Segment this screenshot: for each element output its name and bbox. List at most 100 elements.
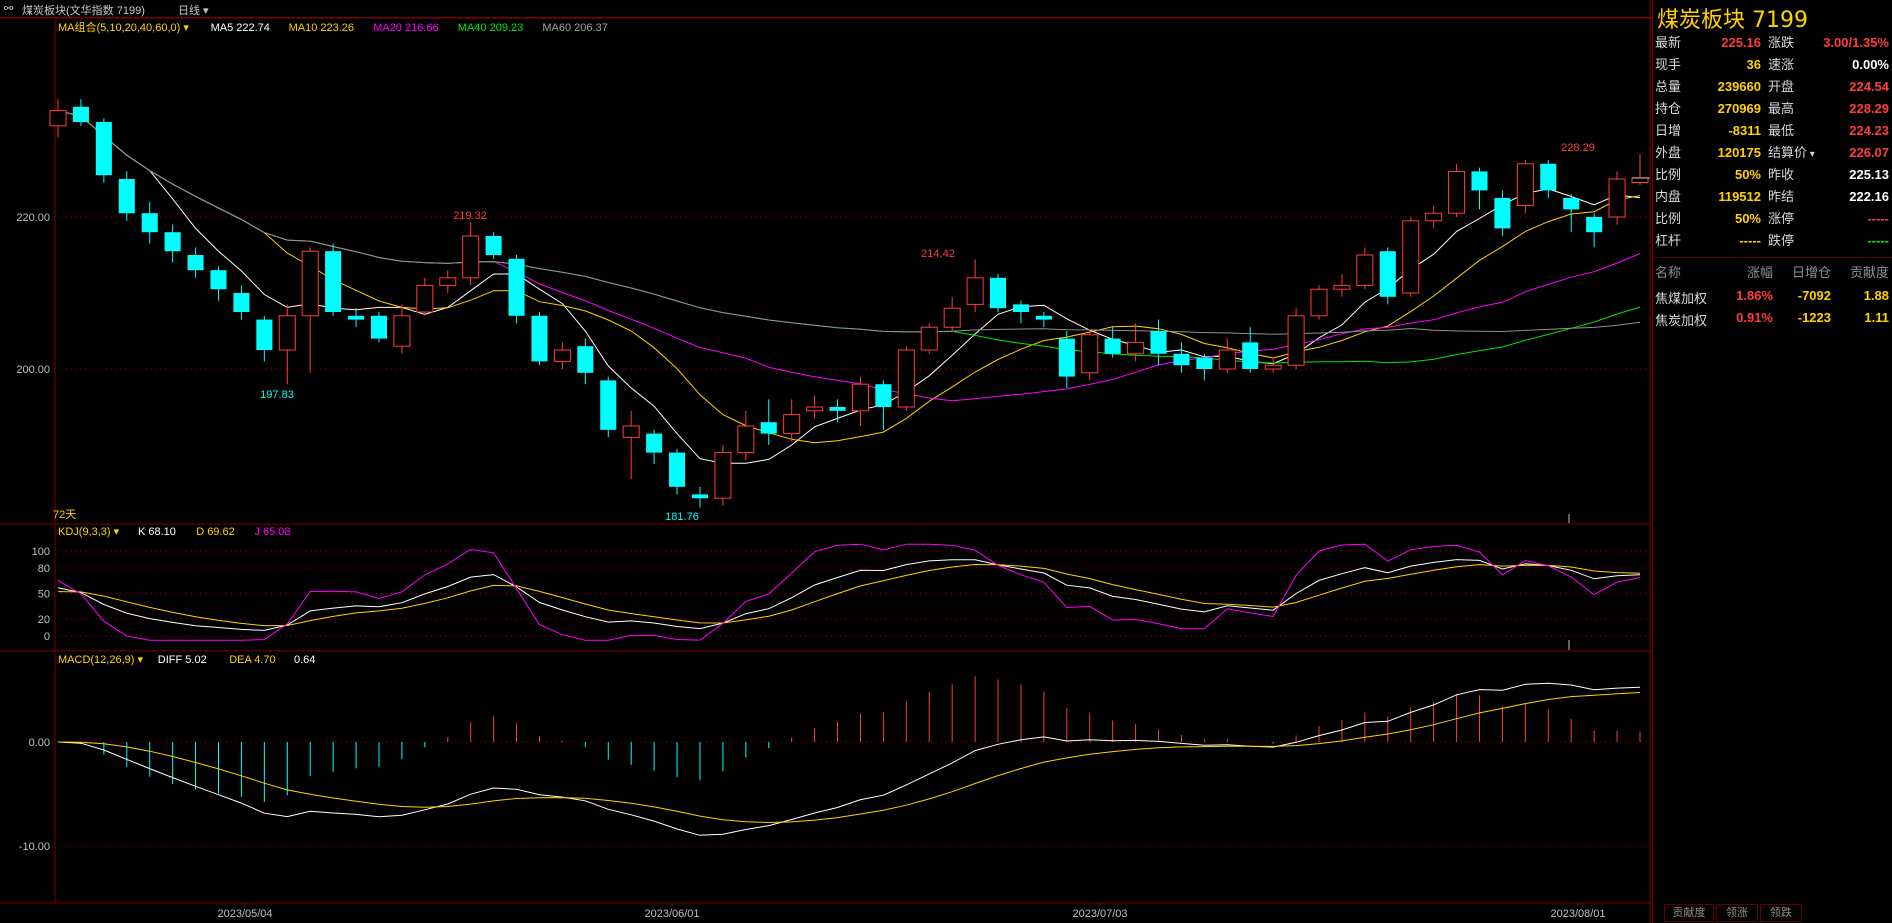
kdj-d-line <box>57 563 1641 627</box>
moving-average-lines <box>57 110 1641 464</box>
candle-body-up <box>1425 212 1443 222</box>
candle-body-down <box>1379 251 1396 297</box>
quote-label: 比例 <box>1655 211 1682 226</box>
kdj-panel: KDJ(9,3,3) ▾ K 68.10 D 69.62 J 65.08 100 80 50… <box>32 526 1650 650</box>
candle-body-up <box>1356 254 1374 286</box>
ma-value: MA40 209.23 <box>458 22 523 34</box>
candle-body-up <box>920 326 938 351</box>
kdj-tick-label: 20 <box>38 614 50 626</box>
candle-body-down <box>1242 342 1259 369</box>
contrib-cell: 焦煤加权 <box>1655 291 1708 306</box>
tab-leading-losers[interactable]: 领跌 <box>1760 904 1802 922</box>
candle-body-down <box>118 179 135 214</box>
candle-body-up <box>1608 178 1626 218</box>
instrument-title: 煤炭板块(文华指数 7199) <box>22 5 145 17</box>
kdj-j-line <box>57 543 1641 641</box>
ma5-line <box>57 110 1641 464</box>
candle-body-up <box>301 250 319 317</box>
quote-label: 最新 <box>1655 35 1682 50</box>
kdj-tick-label: 0 <box>44 631 50 643</box>
quote-row: 比例 50% 昨收 225.13 <box>1653 164 1892 186</box>
quote-label: 昨结 <box>1768 189 1795 204</box>
candle-body-down <box>1471 171 1488 191</box>
tab-contribution[interactable]: 贡献度 <box>1664 904 1714 922</box>
macd-panel: MACD(12,26,9) ▾ DIFF 5.02 DEA 4.70 0.64 0.00… <box>19 654 1650 853</box>
quote-label: 跌停 <box>1768 233 1795 248</box>
candle-body-down <box>829 407 846 411</box>
contrib-cell: 1.86% <box>1736 288 1773 303</box>
days-count-label: 72天 <box>53 509 76 521</box>
quote-value: 224.54 <box>1849 79 1889 94</box>
quote-value: ----- <box>1867 211 1889 226</box>
period-label: 日线 <box>178 5 200 17</box>
low-annotation: 181.76 <box>665 511 699 523</box>
contrib-cell: 0.91% <box>1736 310 1773 325</box>
contrib-column-header[interactable]: 涨幅 <box>1746 265 1773 280</box>
quote-value: 3.00/1.35% <box>1823 35 1889 50</box>
candle-body-down <box>1494 198 1511 229</box>
x-axis-date-label: 2023/06/01 <box>644 908 699 920</box>
candle-body-up <box>966 277 984 305</box>
quote-value: ----- <box>1867 233 1889 248</box>
candlesticks <box>49 99 1649 508</box>
x-axis-date-label: 2023/05/04 <box>217 908 272 920</box>
candle-body-down <box>646 433 663 453</box>
chevron-down-icon: ▾ <box>200 5 209 17</box>
candle-body-down <box>1150 331 1167 354</box>
ma-name: MA组合(5,10,20,40,60,0) ▾ <box>58 20 189 34</box>
candle-body-down <box>95 122 112 176</box>
kdj-value: D 69.62 <box>196 526 235 538</box>
quote-label: 日增 <box>1655 123 1682 138</box>
candle-body-down <box>256 319 273 350</box>
quote-row: 现手 36 速涨 0.00% <box>1653 54 1892 76</box>
candle-body-down <box>485 236 502 255</box>
candle-body-up <box>806 406 824 412</box>
candle-body-down <box>1012 304 1029 312</box>
candle-body-up <box>714 452 732 499</box>
period-selector[interactable]: 日线 ▾ <box>178 2 209 18</box>
x-axis-date-label: 2023/07/03 <box>1072 908 1127 920</box>
contrib-cell: -7092 <box>1797 288 1831 303</box>
kdj-tick-label: 80 <box>38 563 50 575</box>
candle-body-up <box>1127 341 1145 355</box>
candle-body-down <box>600 380 617 430</box>
quote-label: 持仓 <box>1655 101 1682 116</box>
quote-panel: 煤炭板块 7199 最新 225.16 涨跌 3.00/1.35% 现手 36 速涨 0.00… <box>1652 0 1892 923</box>
quote-value: 120175 <box>1717 145 1761 160</box>
contrib-column-header[interactable]: 日增仓 <box>1791 265 1831 280</box>
candle-body-up <box>1264 364 1282 370</box>
quote-label: 现手 <box>1655 57 1682 72</box>
quote-value: 239660 <box>1717 79 1761 94</box>
candle-body-up <box>393 315 411 347</box>
candle-body-up <box>1310 288 1328 317</box>
candle-body-up <box>1218 349 1236 370</box>
candle-body-down <box>1035 315 1052 320</box>
quote-value: 226.07 <box>1849 145 1889 160</box>
candle-body-up <box>553 349 571 362</box>
ma-value: MA20 216.66 <box>373 22 438 34</box>
candle-body-down <box>141 213 158 233</box>
quote-row: 最新 225.16 涨跌 3.00/1.35% <box>1653 32 1892 54</box>
caret-down-icon[interactable]: ▾ <box>1807 149 1815 160</box>
high-annotation: 228.29 <box>1561 142 1595 154</box>
quote-label: 速涨 <box>1768 57 1795 72</box>
candle-body-down <box>508 258 525 316</box>
candle-body-down <box>325 251 342 312</box>
quote-value: 225.16 <box>1721 35 1761 50</box>
quote-label: 内盘 <box>1655 189 1682 204</box>
candle-body-up <box>737 425 755 454</box>
x-axis-date-label: 2023/08/01 <box>1550 908 1605 920</box>
quote-value: 222.16 <box>1849 189 1889 204</box>
contrib-column-header[interactable]: 名称 <box>1655 265 1682 280</box>
candle-body-down <box>760 422 777 434</box>
candle-body-down <box>577 346 594 373</box>
tab-leading-gainers[interactable]: 领涨 <box>1716 904 1758 922</box>
candle-body-up <box>1516 163 1534 207</box>
candle-body-up <box>783 414 801 435</box>
macd-value: DEA 4.70 <box>229 654 275 666</box>
kdj-value: J 65.08 <box>254 526 290 538</box>
quote-label: 最低 <box>1768 123 1795 138</box>
candle-body-down <box>875 384 892 407</box>
contrib-column-header[interactable]: 贡献度 <box>1849 265 1889 280</box>
